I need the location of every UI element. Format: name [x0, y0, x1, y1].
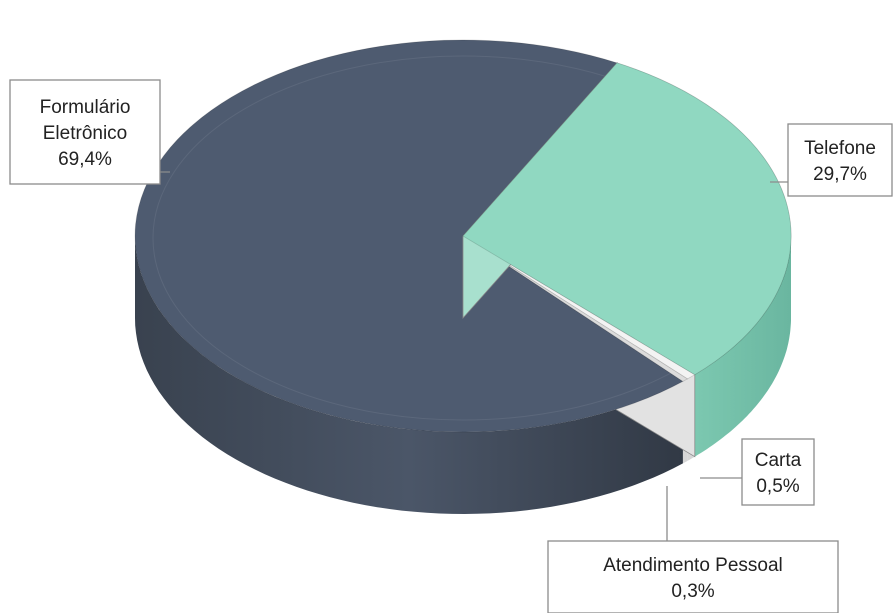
- data-label-1: Telefone 29,7%: [770, 123, 893, 197]
- data-label-3: Atendimento Pessoal 0,3%: [547, 486, 839, 613]
- label-box: [741, 438, 815, 506]
- data-label-0: Formulário Eletrônico 69,4%: [9, 79, 170, 185]
- slice-value-label: 0,3%: [671, 581, 714, 602]
- slice-category-label: Formulário: [40, 97, 131, 118]
- pie-slices: [134, 39, 792, 514]
- label-box: [787, 123, 893, 197]
- pie-labels: Formulário Eletrônico 69,4% Telefone 29,7% Ca…: [9, 79, 893, 613]
- slice-category-label: Carta: [755, 450, 802, 471]
- slice-value-label: 0,5%: [756, 476, 799, 497]
- slice-side-1: [694, 236, 791, 457]
- label-box: [9, 79, 161, 185]
- slice-category-label: Atendimento Pessoal: [603, 555, 783, 576]
- slice-telefone-top: [462, 62, 792, 376]
- slice-value-label: 29,7%: [813, 164, 867, 185]
- label-box: [547, 540, 839, 613]
- slice-carta: [462, 235, 696, 380]
- data-label-2: Carta 0,5%: [700, 438, 815, 506]
- slice-category-label: Telefone: [804, 138, 876, 159]
- slice-atendimento: [462, 235, 689, 382]
- slice-side-0: [135, 236, 683, 514]
- slice-formulario: [134, 39, 684, 433]
- slice-value-label: 69,4%: [58, 149, 112, 170]
- slice-category-label: Eletrônico: [43, 123, 128, 144]
